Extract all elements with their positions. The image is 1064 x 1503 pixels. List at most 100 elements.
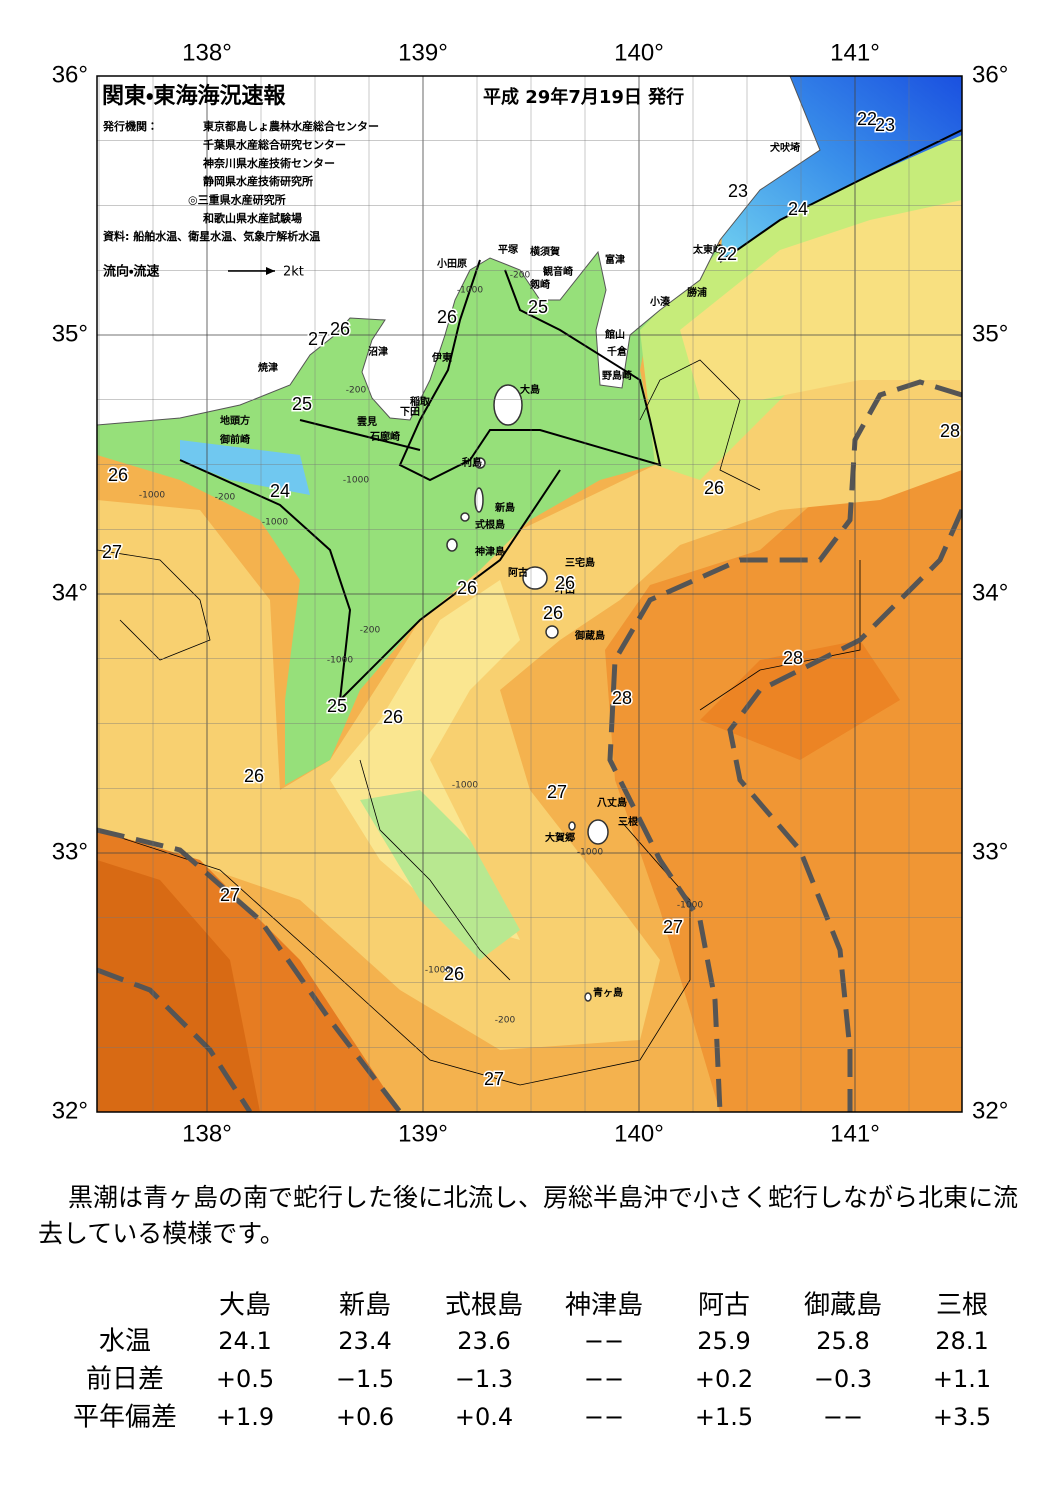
kuroshio-axis bbox=[97, 379, 962, 1112]
place-name: 神津島 bbox=[474, 545, 505, 558]
isotherms bbox=[97, 359, 861, 1086]
place-name: 御前崎 bbox=[219, 433, 250, 446]
isotherm-label: 28 bbox=[612, 688, 632, 708]
isotherm-label: 24 bbox=[270, 481, 290, 501]
isotherm-label: 23 bbox=[875, 115, 895, 135]
lat-label: 35° bbox=[52, 320, 88, 347]
isotherm-label: 22 bbox=[857, 109, 877, 129]
cell: −− bbox=[584, 1365, 624, 1393]
warm-water bbox=[97, 860, 260, 1112]
place-name: 小田原 bbox=[436, 257, 467, 270]
isotherm-label: 26 bbox=[383, 707, 403, 727]
place-name: 八丈島 bbox=[597, 796, 627, 809]
place-name: 剱崎 bbox=[529, 278, 550, 291]
cell: +3.5 bbox=[933, 1403, 991, 1431]
lon-label: 140° bbox=[614, 1120, 664, 1147]
place-name: 利島 bbox=[462, 456, 482, 469]
map-frame bbox=[96, 75, 963, 1113]
isotherm-label: 27 bbox=[663, 917, 683, 937]
cell: +1.5 bbox=[695, 1403, 753, 1431]
place-name: 大島 bbox=[520, 383, 540, 396]
cell: 24.1 bbox=[218, 1327, 271, 1355]
description: 黒潮は青ヶ島の南で蛇行した後に北流し、房総半島沖で小さく蛇行しながら北東に流去し… bbox=[38, 1183, 1019, 1248]
lon-label: 141° bbox=[830, 39, 880, 66]
isotherm-label: 26 bbox=[555, 573, 575, 593]
lat-label: 34° bbox=[972, 579, 1008, 606]
publisher: ◎三重県水産研究所 bbox=[188, 193, 286, 207]
legend-arrow-head bbox=[266, 267, 275, 275]
place-name: 小湊 bbox=[649, 295, 671, 308]
isotherms bbox=[179, 129, 962, 701]
place-name: 沼津 bbox=[368, 345, 388, 358]
lat-label: 34° bbox=[52, 579, 88, 606]
depth-label: -1000 bbox=[577, 848, 603, 858]
cell: 25.9 bbox=[697, 1327, 750, 1355]
isotherm-label: 23 bbox=[728, 181, 748, 201]
column-header: 新島 bbox=[339, 1291, 391, 1321]
column-header: 神津島 bbox=[565, 1291, 643, 1321]
cell: +1.1 bbox=[933, 1365, 991, 1393]
legend-scale: 2kt bbox=[283, 265, 304, 280]
depth-label: -1000 bbox=[343, 476, 369, 486]
isotherm-label: 28 bbox=[940, 421, 960, 441]
publisher: 静岡県水産技術研究所 bbox=[203, 174, 313, 188]
isotherm-label: 26 bbox=[704, 478, 724, 498]
place-name: 千倉 bbox=[607, 345, 628, 358]
isotherm-label: 26 bbox=[330, 319, 350, 339]
lat-label: 36° bbox=[972, 61, 1008, 88]
column-header: 阿古 bbox=[698, 1291, 750, 1321]
column-header: 御蔵島 bbox=[804, 1291, 882, 1321]
isotherm-label: 27 bbox=[102, 542, 122, 562]
lat-label: 35° bbox=[972, 320, 1008, 347]
issue-date: 平成 29年7月19日 発行 bbox=[483, 86, 684, 108]
cool-water bbox=[360, 790, 520, 960]
place-name: 御蔵島 bbox=[574, 629, 605, 642]
lon-label: 139° bbox=[398, 1120, 448, 1147]
cell: +0.5 bbox=[216, 1365, 274, 1393]
place-name: 阿古 bbox=[508, 566, 528, 579]
publisher-label: 発行機関： bbox=[102, 119, 158, 133]
place-name: 伊東 bbox=[431, 351, 452, 364]
isotherm-label: 26 bbox=[457, 578, 477, 598]
place-name: 横須賀 bbox=[530, 245, 560, 258]
column-header: 大島 bbox=[219, 1291, 271, 1321]
place-name: 太東崎 bbox=[692, 243, 723, 256]
lon-label: 141° bbox=[830, 1120, 880, 1147]
depth-label: -1000 bbox=[139, 491, 165, 501]
place-name: 野島崎 bbox=[602, 369, 632, 382]
isotherm-label: 26 bbox=[108, 465, 128, 485]
publisher: 和歌山県水産試験場 bbox=[203, 211, 302, 225]
depth-label: -200 bbox=[495, 1016, 516, 1026]
column-header: 式根島 bbox=[445, 1291, 523, 1321]
publisher: 千葉県水産総合研究センター bbox=[203, 137, 346, 151]
isotherm-label: 25 bbox=[292, 394, 312, 414]
isotherm-label: 27 bbox=[308, 329, 328, 349]
place-name: 平塚 bbox=[498, 243, 519, 256]
depth-label: -200 bbox=[360, 626, 381, 636]
cell: −1.5 bbox=[336, 1365, 394, 1393]
row-label: 前日差 bbox=[86, 1365, 164, 1395]
depth-label: -1000 bbox=[425, 966, 451, 976]
lat-label: 36° bbox=[52, 61, 88, 88]
cell: 23.4 bbox=[338, 1327, 391, 1355]
place-name: 大賀郷 bbox=[545, 831, 575, 844]
cell: −1.3 bbox=[455, 1365, 513, 1393]
place-name: 三根 bbox=[618, 815, 639, 828]
cold-water bbox=[720, 76, 962, 262]
islands bbox=[446, 384, 609, 1002]
place-name: 式根島 bbox=[475, 518, 505, 531]
place-name: 三宅島 bbox=[565, 556, 595, 569]
isotherm-label: 26 bbox=[437, 307, 457, 327]
place-name: 地頭方 bbox=[220, 414, 250, 427]
lon-label: 139° bbox=[398, 39, 448, 66]
place-name: 下田 bbox=[400, 406, 420, 418]
place-name: 稲取 bbox=[410, 395, 431, 408]
isotherm-label: 25 bbox=[327, 696, 347, 716]
lat-label: 32° bbox=[52, 1097, 88, 1124]
place-name: 青ヶ島 bbox=[593, 986, 623, 999]
cell: −− bbox=[584, 1403, 624, 1431]
cell: +0.2 bbox=[695, 1365, 753, 1393]
place-name: 館山 bbox=[604, 328, 625, 341]
isotherm-label: 26 bbox=[444, 964, 464, 984]
